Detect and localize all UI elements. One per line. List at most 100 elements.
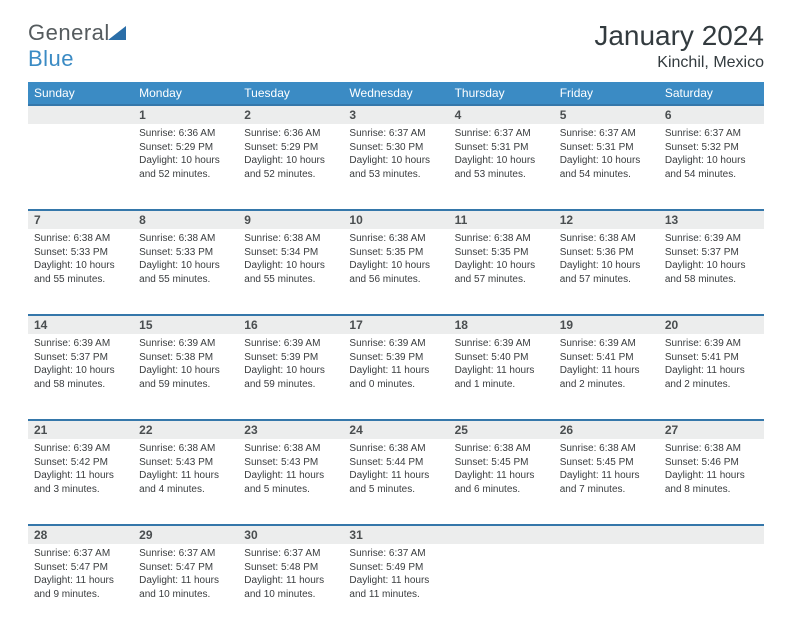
sunset-line: Sunset: 5:39 PM (244, 352, 318, 363)
day-details: Sunrise: 6:39 AMSunset: 5:39 PMDaylight:… (343, 334, 448, 397)
day-number-cell: 31 (343, 525, 448, 544)
sunset-line: Sunset: 5:38 PM (139, 352, 213, 363)
logo-triangle-icon (108, 26, 126, 40)
day-details: Sunrise: 6:37 AMSunset: 5:31 PMDaylight:… (554, 124, 659, 187)
month-title: January 2024 (594, 20, 764, 52)
day-number-cell: 24 (343, 420, 448, 439)
sunset-line: Sunset: 5:43 PM (244, 457, 318, 468)
day-cell (449, 544, 554, 630)
weekday-header: Sunday (28, 82, 133, 105)
weekday-header: Monday (133, 82, 238, 105)
sunrise-line: Sunrise: 6:38 AM (349, 233, 425, 244)
day-details: Sunrise: 6:38 AMSunset: 5:46 PMDaylight:… (659, 439, 764, 502)
day-cell: Sunrise: 6:38 AMSunset: 5:35 PMDaylight:… (343, 229, 448, 315)
day-details: Sunrise: 6:39 AMSunset: 5:40 PMDaylight:… (449, 334, 554, 397)
day-number-cell: 29 (133, 525, 238, 544)
day-number: 30 (238, 526, 343, 544)
day-number-cell (554, 525, 659, 544)
daylight-line: Daylight: 10 hours and 53 minutes. (455, 155, 536, 180)
daylight-line: Daylight: 10 hours and 58 minutes. (34, 365, 115, 390)
sunrise-line: Sunrise: 6:39 AM (244, 338, 320, 349)
day-cell: Sunrise: 6:36 AMSunset: 5:29 PMDaylight:… (133, 124, 238, 210)
day-cell: Sunrise: 6:37 AMSunset: 5:32 PMDaylight:… (659, 124, 764, 210)
sunset-line: Sunset: 5:36 PM (560, 247, 634, 258)
daylight-line: Daylight: 11 hours and 5 minutes. (244, 470, 324, 495)
day-number-cell: 30 (238, 525, 343, 544)
day-number-cell: 27 (659, 420, 764, 439)
logo-text-gray: General (28, 20, 110, 45)
sunrise-line: Sunrise: 6:37 AM (560, 128, 636, 139)
day-cell: Sunrise: 6:38 AM Sunset: 5:44 PM Daylight:… (343, 439, 448, 525)
day-details: Sunrise: 6:37 AMSunset: 5:32 PMDaylight:… (659, 124, 764, 187)
day-cell: Sunrise: 6:36 AMSunset: 5:29 PMDaylight:… (238, 124, 343, 210)
sunrise-line: Sunrise: 6:37 AM (244, 548, 320, 559)
day-number-cell: 28 (28, 525, 133, 544)
day-number-cell: 12 (554, 210, 659, 229)
location: Kinchil, Mexico (594, 54, 764, 72)
day-number: 22 (133, 421, 238, 439)
day-number-row: 14151617181920 (28, 315, 764, 334)
weekday-header-row: SundayMondayTuesdayWednesdayThursdayFrid… (28, 82, 764, 105)
sunrise-line: Sunrise: 6:39 AM (560, 338, 636, 349)
day-details: Sunrise: 6:36 AMSunset: 5:29 PMDaylight:… (133, 124, 238, 187)
logo-text: General Blue (28, 20, 126, 72)
day-cell (28, 124, 133, 210)
day-cell: Sunrise: 6:38 AMSunset: 5:33 PMDaylight:… (28, 229, 133, 315)
day-number-cell: 23 (238, 420, 343, 439)
calendar-table: SundayMondayTuesdayWednesdayThursdayFrid… (28, 82, 764, 630)
sunset-line: Sunset: 5:49 PM (349, 562, 423, 573)
daylight-line: Daylight: 10 hours and 53 minutes. (349, 155, 430, 180)
sunset-line: Sunset: 5:39 PM (349, 352, 423, 363)
sunset-line: Sunset: 5:33 PM (34, 247, 108, 258)
day-number-cell: 10 (343, 210, 448, 229)
day-number: 8 (133, 211, 238, 229)
daylight-line: Daylight: 10 hours and 55 minutes. (139, 260, 220, 285)
day-number-cell: 15 (133, 315, 238, 334)
weekday-header: Tuesday (238, 82, 343, 105)
sunset-line: Sunset: 5:32 PM (665, 142, 739, 153)
sunrise-line: Sunrise: 6:38 AM (349, 443, 425, 454)
daylight-line: Daylight: 11 hours and 10 minutes. (139, 575, 219, 600)
day-cell: Sunrise: 6:39 AMSunset: 5:39 PMDaylight:… (238, 334, 343, 420)
sunset-line: Sunset: 5:45 PM (560, 457, 634, 468)
sunset-line: Sunset: 5:45 PM (455, 457, 529, 468)
daylight-line: Daylight: 11 hours and 2 minutes. (665, 365, 745, 390)
sunset-line: Sunset: 5:29 PM (139, 142, 213, 153)
sunrise-line: Sunrise: 6:37 AM (349, 548, 425, 559)
sunset-line: Sunset: 5:33 PM (139, 247, 213, 258)
sunset-line: Sunset: 5:44 PM (349, 457, 423, 468)
daylight-line: Daylight: 11 hours and 5 minutes. (349, 470, 429, 495)
daylight-line: Daylight: 11 hours and 10 minutes. (244, 575, 324, 600)
day-cell: Sunrise: 6:37 AMSunset: 5:30 PMDaylight:… (343, 124, 448, 210)
day-details: Sunrise: 6:39 AMSunset: 5:38 PMDaylight:… (133, 334, 238, 397)
day-number-cell: 20 (659, 315, 764, 334)
day-cell: Sunrise: 6:37 AMSunset: 5:47 PMDaylight:… (28, 544, 133, 630)
sunrise-line: Sunrise: 6:39 AM (455, 338, 531, 349)
day-number: 17 (343, 316, 448, 334)
day-number-cell: 1 (133, 105, 238, 124)
sunrise-line: Sunrise: 6:38 AM (244, 443, 320, 454)
daylight-line: Daylight: 11 hours and 9 minutes. (34, 575, 114, 600)
day-number-cell: 5 (554, 105, 659, 124)
day-cell: Sunrise: 6:39 AMSunset: 5:37 PMDaylight:… (28, 334, 133, 420)
day-details: Sunrise: 6:37 AMSunset: 5:30 PMDaylight:… (343, 124, 448, 187)
day-number: 4 (449, 106, 554, 124)
day-number: 23 (238, 421, 343, 439)
sunset-line: Sunset: 5:31 PM (455, 142, 529, 153)
day-number: 9 (238, 211, 343, 229)
day-number-cell (449, 525, 554, 544)
day-content-row: Sunrise: 6:39 AMSunset: 5:37 PMDaylight:… (28, 334, 764, 420)
day-number-cell: 19 (554, 315, 659, 334)
day-number-cell: 26 (554, 420, 659, 439)
day-cell: Sunrise: 6:37 AMSunset: 5:47 PMDaylight:… (133, 544, 238, 630)
daylight-line: Daylight: 10 hours and 55 minutes. (34, 260, 115, 285)
day-details: Sunrise: 6:37 AMSunset: 5:48 PMDaylight:… (238, 544, 343, 607)
day-number: 6 (659, 106, 764, 124)
sunset-line: Sunset: 5:46 PM (665, 457, 739, 468)
day-number: 14 (28, 316, 133, 334)
day-number-cell (28, 105, 133, 124)
day-cell: Sunrise: 6:37 AMSunset: 5:31 PMDaylight:… (554, 124, 659, 210)
daylight-line: Daylight: 11 hours and 2 minutes. (560, 365, 640, 390)
daylight-line: Daylight: 11 hours and 7 minutes. (560, 470, 640, 495)
day-number: 7 (28, 211, 133, 229)
